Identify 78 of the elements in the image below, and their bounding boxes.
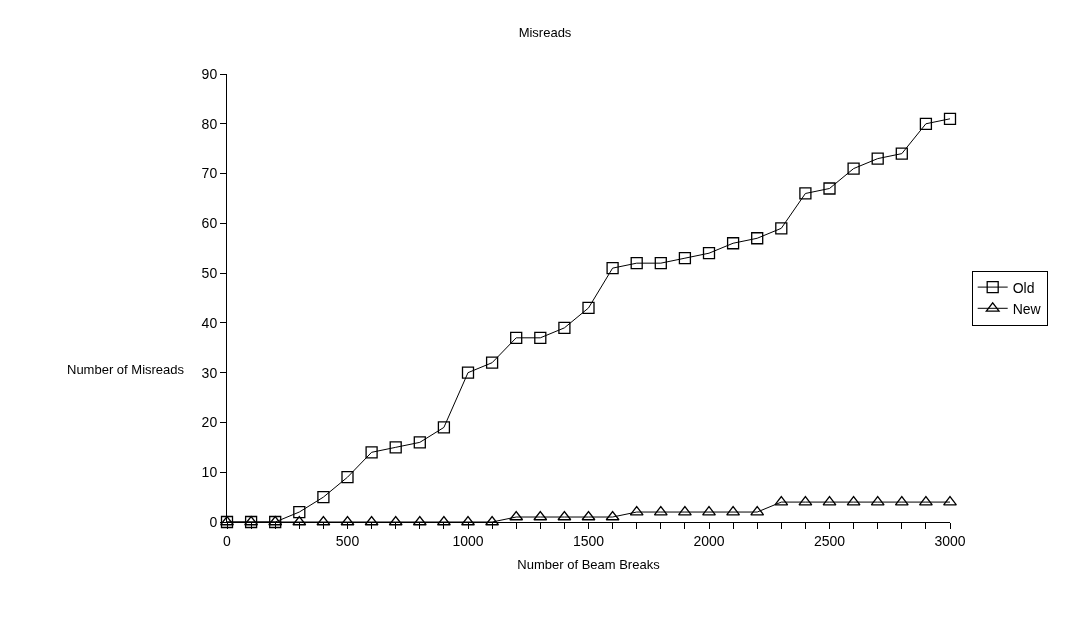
- point: [534, 331, 547, 344]
- point: [509, 510, 524, 521]
- point: [412, 515, 427, 526]
- point: [751, 232, 764, 245]
- point: [750, 505, 765, 516]
- point: [436, 515, 451, 526]
- point: [557, 510, 572, 521]
- point: [340, 515, 355, 526]
- point: [775, 222, 788, 235]
- point: [292, 515, 307, 526]
- point: [943, 112, 957, 125]
- point: [533, 510, 548, 521]
- point: [317, 490, 330, 504]
- point: [726, 237, 740, 250]
- point: [485, 515, 500, 526]
- legend-label: New: [1012, 300, 1042, 317]
- point: [653, 505, 668, 516]
- point: [823, 182, 836, 195]
- point: [293, 505, 306, 519]
- x-tick-label: 500: [335, 532, 360, 549]
- point: [799, 187, 812, 200]
- point: [316, 515, 331, 526]
- point: [943, 495, 957, 506]
- y-tick-label: 60: [201, 215, 218, 232]
- y-tick-label: 50: [201, 265, 218, 282]
- point: [630, 257, 643, 270]
- point: [413, 436, 426, 449]
- x-tick-label: 2500: [813, 532, 846, 549]
- point: [341, 471, 354, 484]
- y-tick-label: 90: [201, 65, 218, 82]
- point: [461, 515, 475, 526]
- point: [846, 495, 861, 506]
- point: [678, 252, 692, 265]
- point: [510, 331, 523, 344]
- x-tick-label: 1000: [452, 532, 484, 549]
- point: [870, 495, 885, 506]
- point: [871, 152, 884, 165]
- chart-title: Misreads: [518, 25, 572, 41]
- point: [558, 321, 571, 335]
- point: [654, 257, 667, 270]
- point: [485, 356, 499, 369]
- point: [919, 117, 933, 130]
- x-tick-label: 3000: [934, 532, 966, 549]
- y-tick-label: 20: [201, 414, 218, 431]
- y-tick-label: 70: [201, 165, 218, 182]
- y-tick-label: 10: [201, 464, 218, 481]
- point: [605, 510, 620, 521]
- point: [606, 261, 619, 275]
- point: [461, 366, 475, 379]
- point: [582, 301, 595, 315]
- point: [364, 515, 379, 526]
- point: [365, 446, 378, 459]
- x-axis-title: Number of Beam Breaks: [517, 557, 661, 573]
- point: [581, 510, 596, 521]
- point: [847, 162, 860, 175]
- y-tick-label: 40: [201, 314, 218, 331]
- legend-label: Old: [1012, 279, 1035, 296]
- point: [726, 505, 741, 516]
- x-tick-label: 0: [223, 532, 232, 549]
- y-axis-title: Number of Misreads: [67, 362, 185, 377]
- x-tick-label: 2000: [693, 532, 725, 549]
- point: [389, 441, 402, 454]
- point: [918, 495, 933, 506]
- y-tick-label: 0: [209, 513, 218, 530]
- point: [629, 505, 644, 516]
- y-tick-label: 80: [201, 115, 218, 132]
- point: [702, 505, 716, 516]
- y-tick-label: 30: [201, 364, 218, 381]
- point: [702, 247, 716, 260]
- point: [774, 495, 789, 506]
- point: [894, 495, 909, 506]
- point: [822, 495, 837, 506]
- point: [895, 147, 908, 160]
- point: [677, 505, 692, 516]
- point: [798, 495, 813, 506]
- x-tick-label: 1500: [572, 532, 605, 549]
- point: [437, 421, 451, 434]
- point: [388, 515, 403, 526]
